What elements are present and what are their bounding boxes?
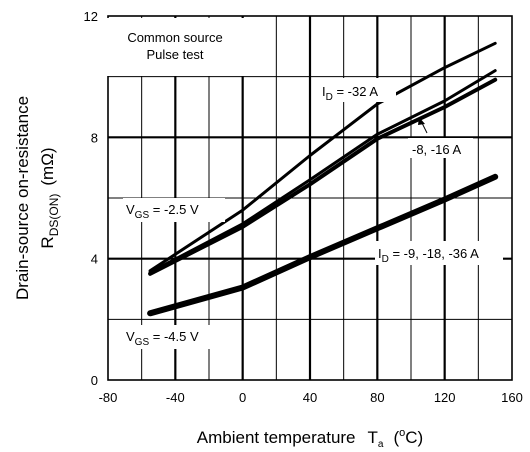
y-tick-label: 0 [91, 373, 98, 388]
series-line-1 [148, 41, 497, 273]
label-bg-id9 [375, 241, 503, 265]
x-tick-label: 160 [501, 390, 523, 405]
x-tick-label: -80 [99, 390, 118, 405]
label-vgs-4.5v: VGS = -4.5 V [126, 329, 199, 348]
condition-common-source: Common source [127, 30, 222, 45]
x-tick-label: -40 [166, 390, 185, 405]
label-bg-8-16 [408, 138, 473, 158]
label-bg-vgs45 [123, 325, 225, 349]
x-tick-label: 40 [303, 390, 317, 405]
y-tick-label: 4 [91, 252, 98, 267]
condition-pulse-test: Pulse test [146, 47, 203, 62]
x-tick-label: 120 [434, 390, 456, 405]
y-tick-label: 12 [84, 9, 98, 24]
label-bg-vgs25 [123, 198, 225, 222]
x-axis-title: Ambient temperature Ta (oC) [197, 427, 423, 450]
y-tick-label: 8 [91, 130, 98, 145]
label-id-32a: ID = -32 A [322, 84, 378, 103]
y-axis-title-line1: Drain-source on-resistance [13, 96, 32, 300]
label-8-16a: -8, -16 A [412, 142, 461, 157]
series-line-3 [148, 77, 498, 276]
tick-labels: -80 -40 0 40 80 120 160 0 4 8 12 [84, 9, 523, 405]
plot-frame [107, 15, 513, 381]
x-tick-label: 80 [370, 390, 384, 405]
series-line-4 [147, 173, 499, 317]
conditions-box [107, 18, 244, 76]
x-tick-label: 0 [239, 390, 246, 405]
label-bg-id32 [318, 78, 396, 102]
label-vgs-2.5v: VGS = -2.5 V [126, 202, 199, 221]
series-group [147, 41, 499, 317]
y-axis-title: Drain-source on-resistance RDS(ON)(mΩ) [13, 96, 61, 300]
label-id-9-18-36a: ID = -9, -18, -36 A [378, 246, 479, 265]
series-line-2 [148, 69, 497, 274]
y-axis-title-line2: RDS(ON)(mΩ) [38, 147, 61, 248]
arrow-head-8-16 [418, 117, 425, 125]
